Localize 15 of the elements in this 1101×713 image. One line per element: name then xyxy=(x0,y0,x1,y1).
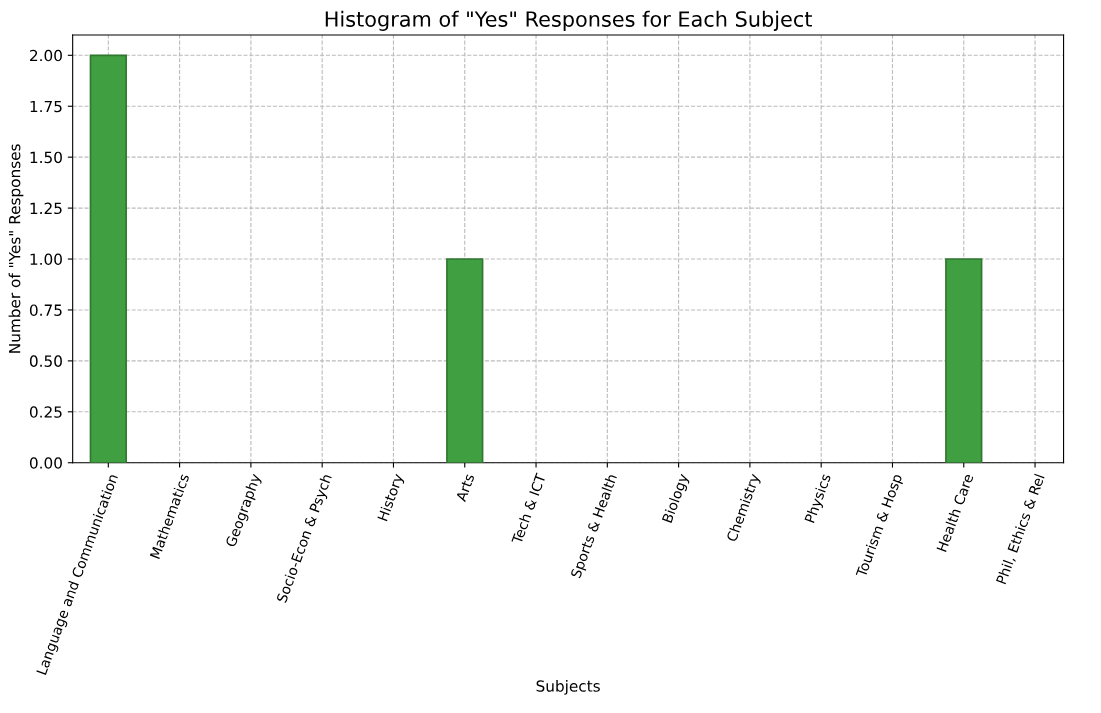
x-tick-label: Phil, Ethics & Rel xyxy=(995,473,1047,585)
y-tick-label: 1.25 xyxy=(30,202,62,215)
chart-title: Histogram of "Yes" Responses for Each Subject xyxy=(325,10,812,31)
y-tick-label: 1.75 xyxy=(30,100,62,113)
y-tick-label: 2.00 xyxy=(30,49,62,62)
y-tick-label: 1.50 xyxy=(30,151,62,164)
y-tick-label: 0.00 xyxy=(29,457,62,469)
y-tick-label: 0.75 xyxy=(29,304,62,316)
y-tick-label: 0.50 xyxy=(29,355,62,367)
x-tick-label: Arts xyxy=(455,473,475,503)
y-tick-label: 1.00 xyxy=(30,253,62,266)
x-tick-label: Tech & ICT xyxy=(511,472,547,545)
y-tick-label: 0.25 xyxy=(29,406,62,418)
y-axis-title: Number of "Yes" Responses xyxy=(8,144,24,353)
x-axis-title: Subjects xyxy=(536,679,600,695)
